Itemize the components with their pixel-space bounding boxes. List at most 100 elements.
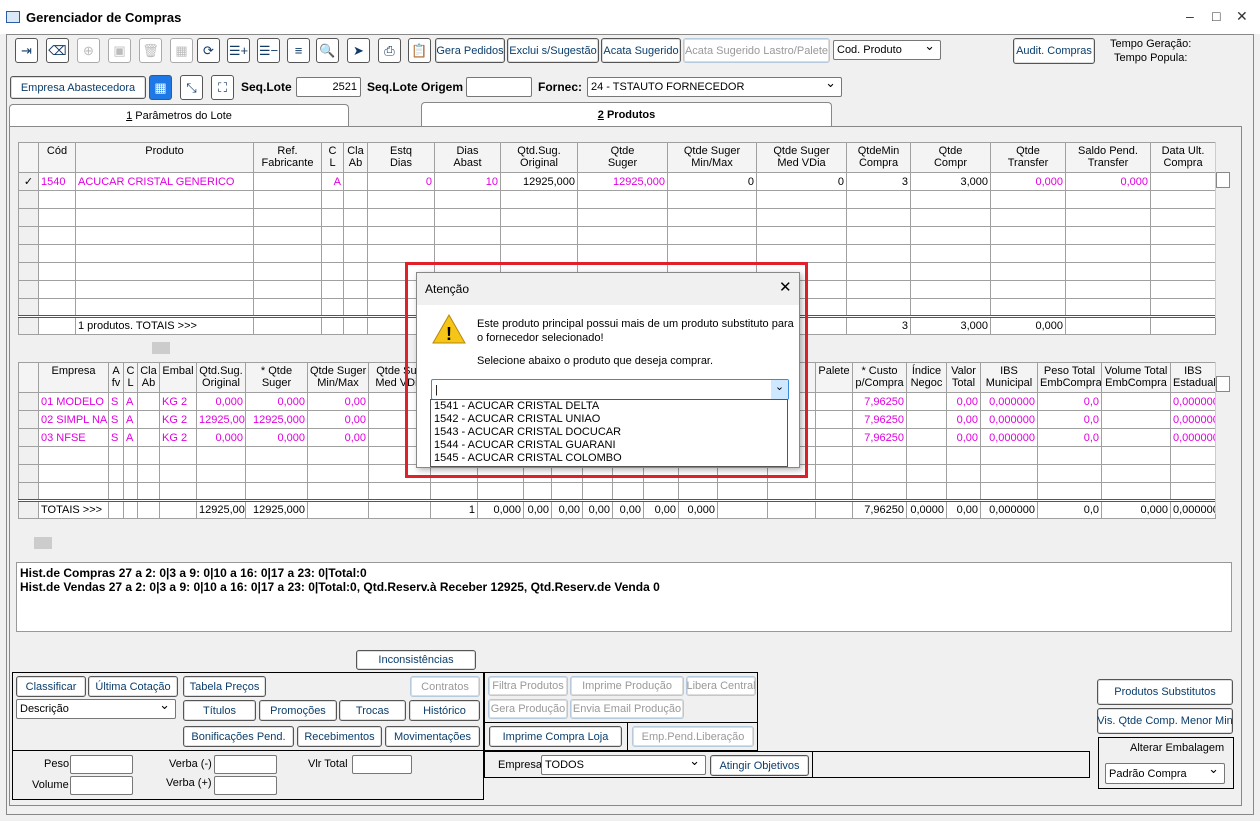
audit-compras-button[interactable]: Audit. Compras xyxy=(1013,38,1095,64)
column-header[interactable]: IBS Estadual xyxy=(1170,362,1216,393)
produto-substituto-select[interactable]: | ⌄ xyxy=(431,379,789,400)
inconsistencias-button[interactable]: Inconsistências xyxy=(356,650,476,670)
acata-sugerido-lastro-button[interactable]: Acata Sugerido Lastro/Palete xyxy=(683,38,830,63)
clipboard-icon[interactable]: 📋 xyxy=(408,38,431,63)
dialog-close-button[interactable]: ✕ xyxy=(779,279,792,296)
gera-producao-button[interactable]: Gera Produção xyxy=(488,699,568,719)
column-header[interactable]: Qtde Suger Min/Max xyxy=(307,362,369,393)
titulos-button[interactable]: Títulos xyxy=(183,700,256,721)
cod-produto-select[interactable]: Cod. Produto xyxy=(833,40,941,60)
table-row[interactable] xyxy=(18,226,1216,245)
column-header[interactable] xyxy=(18,142,39,173)
envia-email-producao-button[interactable]: Envia Email Produção xyxy=(570,699,684,719)
grid-view-icon[interactable]: ▦ xyxy=(149,75,172,100)
contratos-button[interactable]: Contratos xyxy=(410,676,480,697)
column-header[interactable]: Cla Ab xyxy=(137,362,160,393)
emp-pend-liberacao-button[interactable]: Emp.Pend.Liberação xyxy=(632,726,754,747)
list-option[interactable]: 1541 - ACUCAR CRISTAL DELTA xyxy=(434,400,600,412)
ordenacao-select[interactable]: Descrição xyxy=(16,699,176,719)
produtos-substitutos-button[interactable]: Produtos Substitutos xyxy=(1097,679,1233,705)
column-header[interactable]: Saldo Pend. Transfer xyxy=(1065,142,1151,173)
column-header[interactable]: Qtd.Sug. Original xyxy=(196,362,246,393)
print-icon[interactable]: ⎙ xyxy=(378,38,401,63)
column-header[interactable]: IBS Municipal xyxy=(980,362,1038,393)
column-header[interactable] xyxy=(18,362,39,393)
seq-lote-input[interactable]: 2521 xyxy=(296,77,361,97)
list-option[interactable]: 1545 - ACUCAR CRISTAL COLOMBO xyxy=(434,452,622,464)
empresa-select[interactable]: TODOS xyxy=(541,755,706,775)
bonificacoes-button[interactable]: Bonificações Pend. xyxy=(183,726,294,747)
libera-central-button[interactable]: Libera Central xyxy=(686,676,756,696)
search-box-icon[interactable]: 🔍 xyxy=(316,38,339,63)
peso-input[interactable] xyxy=(70,755,133,774)
historico-button[interactable]: Histórico xyxy=(409,700,480,721)
imprime-compra-loja-button[interactable]: Imprime Compra Loja xyxy=(489,726,622,747)
collapse-icon[interactable]: ⤡ xyxy=(180,75,203,100)
filter-icon[interactable]: ≡ xyxy=(287,38,310,63)
column-header[interactable]: QtdeMin Compra xyxy=(846,142,911,173)
column-header[interactable]: Peso Total EmbCompra xyxy=(1037,362,1102,393)
empresas-hscrollbar[interactable] xyxy=(18,536,1230,550)
list-add-icon[interactable]: ☰+ xyxy=(227,38,250,63)
header-row[interactable]: Cód Produto Ref. Fabricante C L Cla Ab Estq Dias D… xyxy=(18,142,1216,173)
column-header[interactable]: Cla Ab xyxy=(343,142,368,173)
classificar-button[interactable]: Classificar xyxy=(16,676,86,697)
fornecedor-select[interactable]: 24 - TSTAUTO FORNECEDOR xyxy=(587,77,842,97)
save-icon[interactable]: ▣ xyxy=(108,38,131,63)
table-row[interactable]: ✓ 1540 ACUCAR CRISTAL GENERICO A 0 10 12925,00… xyxy=(18,172,1216,191)
grid-icon[interactable]: ▦ xyxy=(170,38,193,63)
column-header[interactable]: Volume Total EmbCompra xyxy=(1101,362,1171,393)
tab-parametros-lote[interactable]: 1 Parâmetros do Lote xyxy=(9,104,349,126)
verba-menos-input[interactable] xyxy=(214,755,277,774)
ultima-cotacao-button[interactable]: Última Cotação xyxy=(88,676,178,697)
eraser-icon[interactable]: ⌫ xyxy=(46,38,69,63)
exclui-sugestao-button[interactable]: Exclui s/Sugestão xyxy=(507,38,599,63)
table-row[interactable] xyxy=(18,190,1216,209)
column-header[interactable]: Qtde Suger xyxy=(577,142,668,173)
embalagem-select[interactable]: Padrão Compra xyxy=(1105,763,1225,784)
table-row[interactable] xyxy=(18,482,1216,501)
acata-sugerido-button[interactable]: Acata Sugerido xyxy=(601,38,681,63)
volume-input[interactable] xyxy=(70,776,133,795)
vlr-total-input[interactable] xyxy=(352,755,412,774)
column-header[interactable]: Cód xyxy=(38,142,76,173)
tabela-precos-button[interactable]: Tabela Preços xyxy=(183,676,266,697)
refresh-icon[interactable]: ⟳ xyxy=(197,38,220,63)
verba-mais-input[interactable] xyxy=(214,776,277,795)
empresas-vscrollbar[interactable] xyxy=(1215,362,1230,514)
trash-icon[interactable]: 🗑 xyxy=(139,38,162,63)
minimize-button[interactable]: – xyxy=(1186,8,1194,24)
list-option[interactable]: 1543 - ACUCAR CRISTAL DOCUCAR xyxy=(434,426,622,438)
column-header[interactable]: Valor Total xyxy=(946,362,981,393)
send-icon[interactable]: ➤ xyxy=(347,38,370,63)
column-header[interactable]: Qtde Suger Med VDia xyxy=(756,142,847,173)
produtos-grid[interactable]: Cód Produto Ref. Fabricante C L Cla Ab Estq Dias D… xyxy=(18,142,1216,335)
empresa-abastecedora-button[interactable]: Empresa Abastecedora xyxy=(10,76,146,99)
close-button[interactable]: ✕ xyxy=(1236,8,1248,24)
totals-row[interactable]: TOTAIS >>>12925,00012925,00010,0000,000,… xyxy=(18,499,1216,519)
column-header[interactable]: * Custo p/Compra xyxy=(852,362,907,393)
table-row[interactable] xyxy=(18,244,1216,263)
imprime-producao-button[interactable]: Imprime Produção xyxy=(570,676,684,696)
column-header[interactable]: Qtde Transfer xyxy=(990,142,1066,173)
column-header[interactable]: Qtde Suger Min/Max xyxy=(667,142,757,173)
list-option[interactable]: 1544 - ACUCAR CRISTAL GUARANI xyxy=(434,439,616,451)
promocoes-button[interactable]: Promoções xyxy=(259,700,337,721)
maximize-button[interactable]: □ xyxy=(1212,8,1221,24)
column-header[interactable]: Embal xyxy=(159,362,197,393)
column-header[interactable]: Qtde Compr xyxy=(910,142,991,173)
movimentacoes-button[interactable]: Movimentações xyxy=(385,726,480,747)
table-row[interactable] xyxy=(18,464,1216,483)
filtra-produtos-button[interactable]: Filtra Produtos xyxy=(488,676,568,696)
expand-icon[interactable]: ⛶ xyxy=(211,75,234,100)
list-remove-icon[interactable]: ☰− xyxy=(257,38,280,63)
column-header[interactable]: Empresa xyxy=(38,362,109,393)
column-header[interactable]: Ref. Fabricante xyxy=(253,142,322,173)
vis-qtde-comp-menor-min-button[interactable]: Vis. Qtde Comp. Menor Min xyxy=(1097,708,1233,734)
list-option[interactable]: 1542 - ACUCAR CRISTAL UNIAO xyxy=(434,413,601,425)
seq-lote-origem-input[interactable] xyxy=(466,77,532,97)
column-header[interactable]: Palete xyxy=(815,362,853,393)
